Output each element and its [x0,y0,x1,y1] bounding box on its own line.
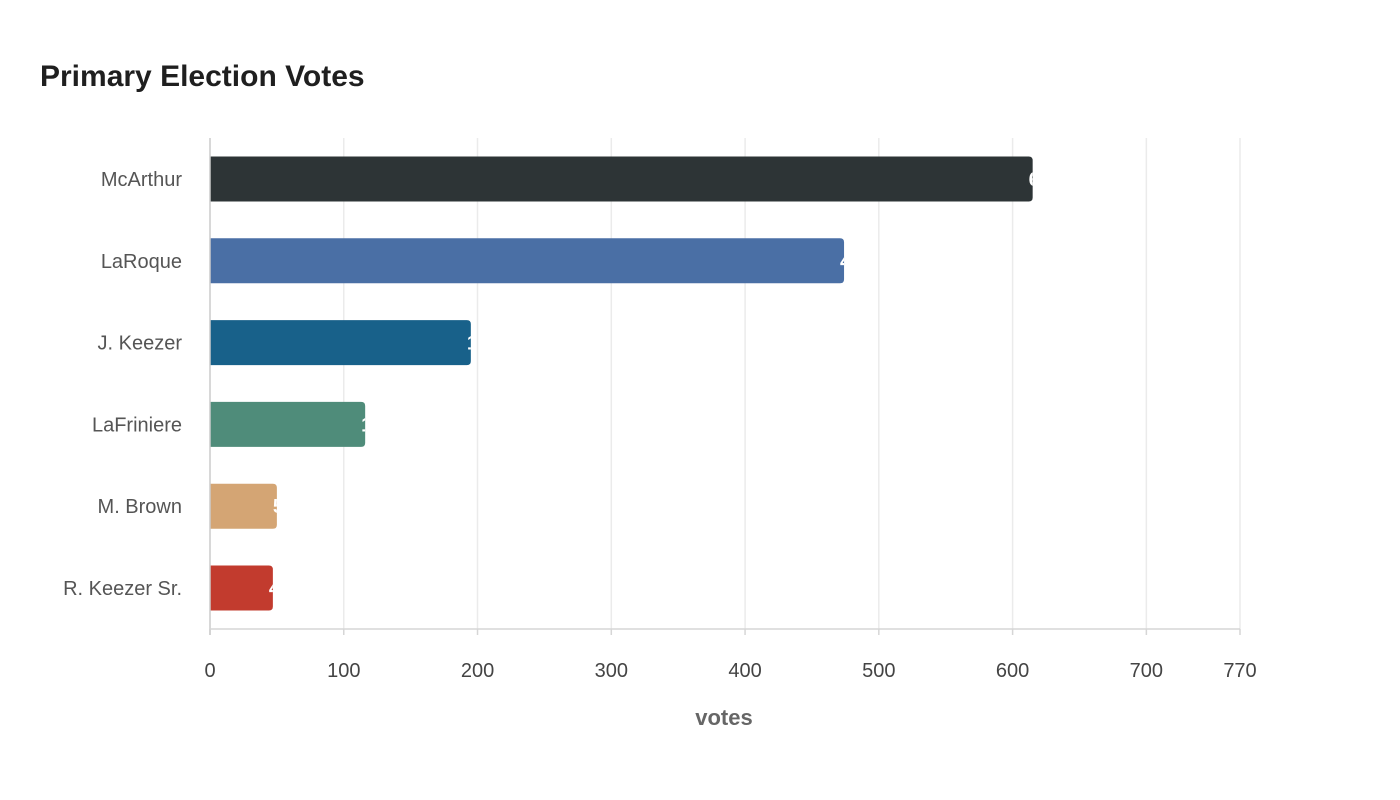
y-category-label: J. Keezer [98,333,183,355]
bar[interactable] [210,238,845,284]
axes [209,138,1241,635]
x-tick-label: 400 [728,660,761,682]
bar[interactable] [210,565,273,611]
bar[interactable] [210,401,366,447]
y-category-label: LaRoque [101,251,182,273]
x-tick-label: 200 [461,660,494,682]
bar-value-label: 615 [1029,169,1062,191]
bar-value-label: 195 [467,333,500,355]
x-tick-label: 300 [595,660,628,682]
bars [210,156,1033,611]
bar[interactable] [210,156,1033,202]
y-category-label: McArthur [101,169,182,191]
x-tick-label: 100 [327,660,360,682]
y-category-label: LaFriniere [92,414,182,436]
x-axis-title: votes [695,705,752,730]
x-tick-label: 500 [862,660,895,682]
x-tick-label: 600 [996,660,1029,682]
chart-title: Primary Election Votes [40,60,365,93]
bar-value-label: 116 [361,414,393,436]
bar[interactable] [210,320,471,366]
bar-value-label: 47 [269,578,291,600]
bar-value-label: 50 [273,496,295,518]
y-category-label: M. Brown [98,496,182,518]
grid-lines [343,138,1241,629]
y-category-label: R. Keezer Sr. [63,578,182,600]
bar-value-label: 474 [840,251,874,273]
bar[interactable] [210,483,277,529]
labels: 0 100 200 300 400 500 600 700 770 McArthur 615 LaRo… [63,169,1257,682]
x-tick-label: 770 [1223,660,1256,682]
x-tick-label: 0 [204,660,215,682]
x-tick-label: 700 [1130,660,1163,682]
